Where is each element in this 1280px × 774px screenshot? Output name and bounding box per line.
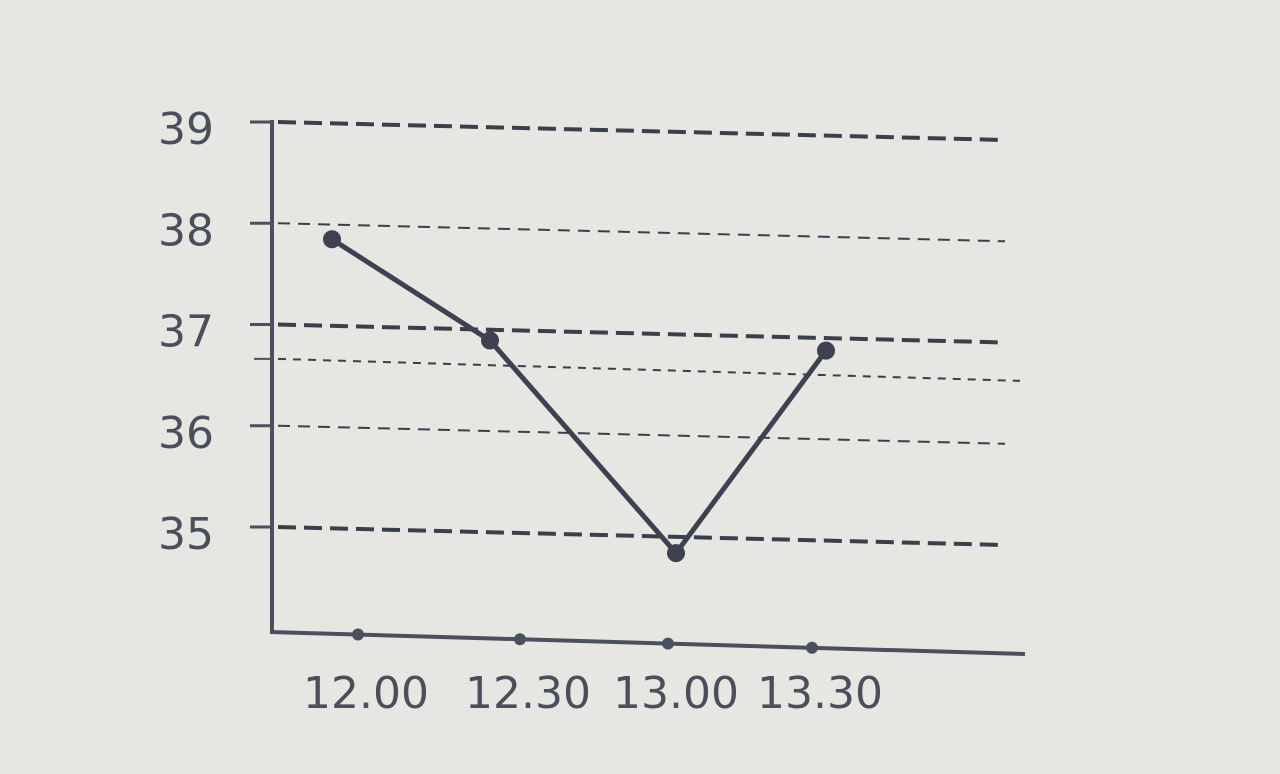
y-tick-label-37: 37 — [158, 307, 214, 358]
x-axis — [269, 630, 1026, 656]
tick-layer: 39 38 37 36 35 12.00 12.30 13.00 13.30 — [158, 104, 883, 719]
grid-line-35 — [277, 525, 1006, 547]
grid-layer — [277, 120, 1021, 547]
y-tick-label-36: 36 — [158, 408, 214, 459]
x-tick-label-12.30: 12.30 — [465, 668, 591, 719]
data-point-12.00 — [323, 230, 341, 249]
x-tick-dot — [352, 628, 364, 641]
axis-layer — [269, 120, 1026, 656]
x-tick-dot — [514, 633, 526, 646]
grid-line-39 — [277, 120, 1006, 142]
x-tick-label-13.30: 13.30 — [757, 668, 883, 719]
grid-line-37 — [277, 322, 1006, 345]
grid-line-36 — [277, 424, 1006, 445]
x-tick-label-13.00: 13.00 — [613, 668, 739, 719]
data-point-13.00 — [667, 544, 685, 563]
y-tick-label-39: 39 — [158, 104, 214, 155]
series-layer — [323, 230, 835, 563]
x-tick-dot — [662, 637, 674, 650]
grid-line-minor — [277, 357, 1021, 382]
x-tick-dot — [806, 641, 818, 654]
data-point-12.30 — [481, 331, 499, 350]
data-point-13.30 — [817, 341, 835, 360]
x-tick-label-12.00: 12.00 — [303, 668, 429, 719]
y-tick-label-38: 38 — [158, 205, 214, 256]
series-line — [330, 237, 829, 556]
grid-line-38 — [277, 222, 1006, 243]
y-tick-label-35: 35 — [158, 509, 214, 560]
